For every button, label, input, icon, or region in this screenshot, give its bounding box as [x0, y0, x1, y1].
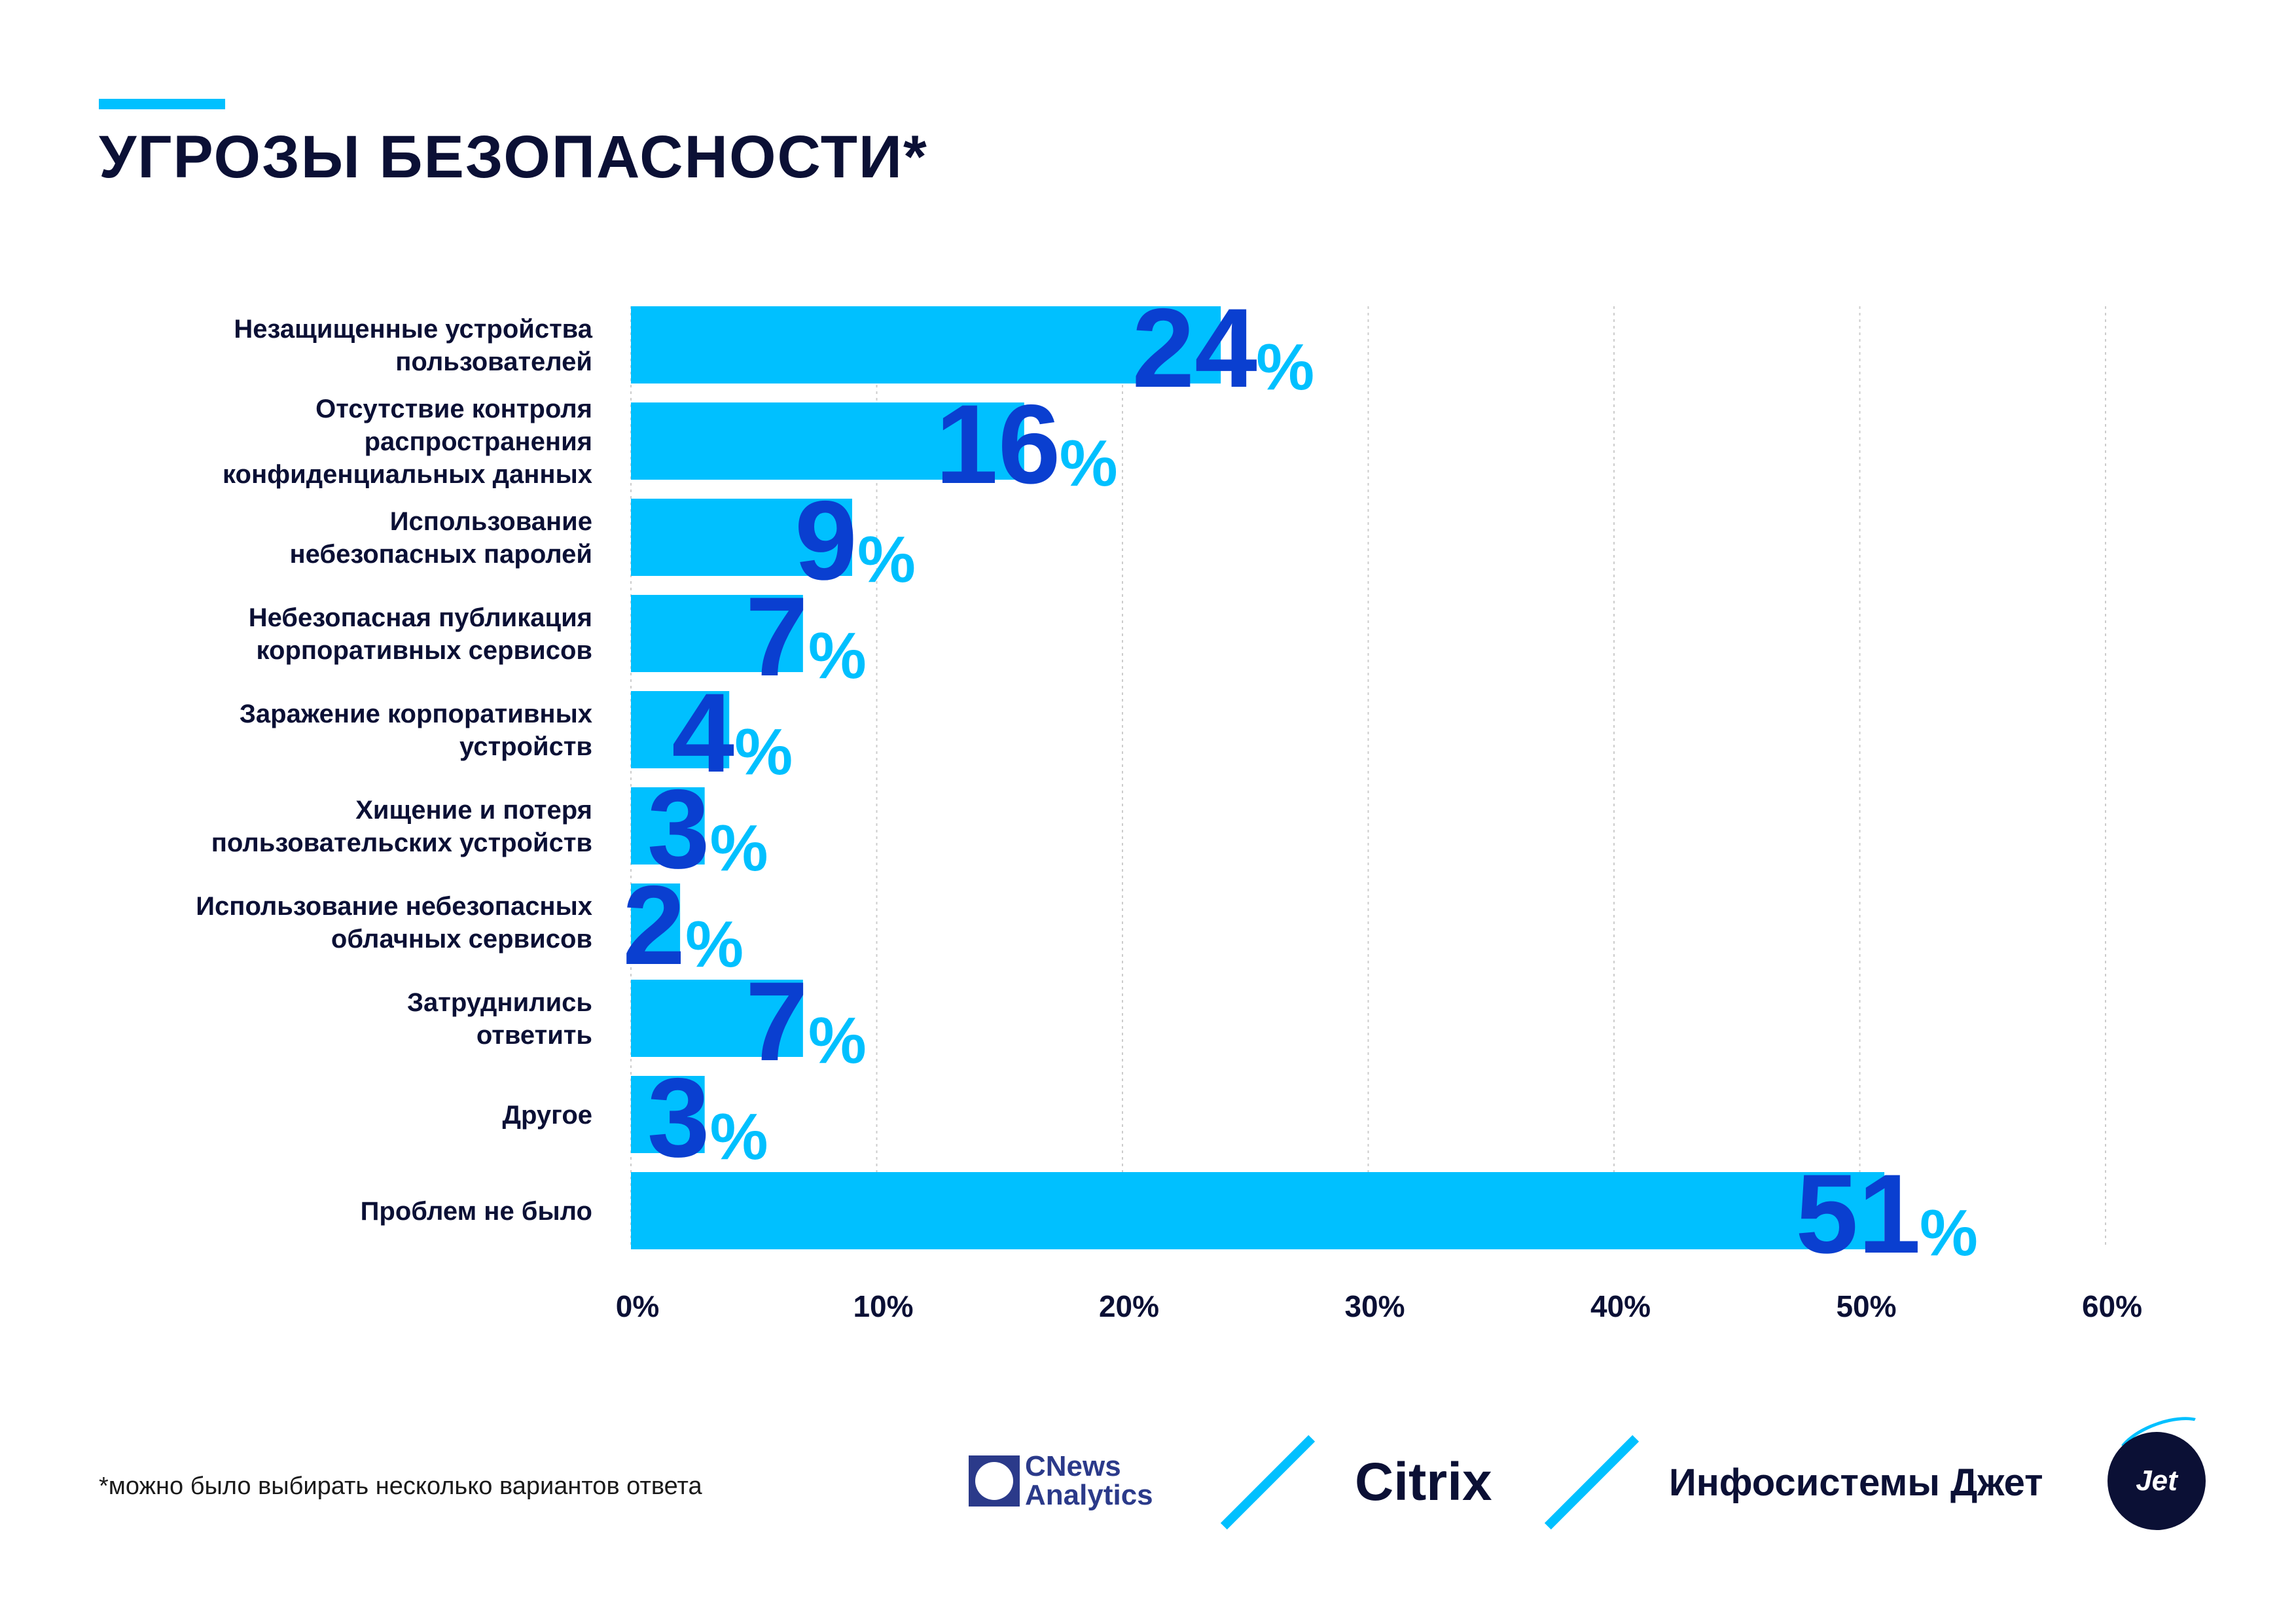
- percent-sign: %: [1060, 427, 1118, 500]
- page-title: УГРОЗЫ БЕЗОПАСНОСТИ*: [99, 124, 928, 190]
- category-label: Небезопасная публикация корпоративных сер…: [249, 603, 592, 665]
- percent-sign: %: [685, 908, 744, 981]
- bar: [631, 691, 730, 768]
- x-tick-labels-layer: 0% 10% 20% 30% 40% 50% 60%: [616, 1289, 2142, 1323]
- cnews-logo-text: CNews Analytics: [1025, 1452, 1153, 1510]
- value-labels-layer: 24%16%9 %7 %4 %3 %2 %7 %3 %51%: [622, 285, 1978, 1277]
- percent-sign: %: [1256, 330, 1314, 404]
- value-label: 7: [745, 959, 808, 1084]
- bar: [631, 306, 1221, 383]
- percent-sign: %: [857, 523, 916, 596]
- x-tick-label: 20%: [1099, 1289, 1159, 1323]
- bar: [631, 980, 803, 1057]
- divider-slash-icon: [1220, 1435, 1316, 1530]
- category-label: Отсутствие контроля распространения конфид…: [223, 395, 592, 489]
- x-tick-label: 40%: [1590, 1289, 1651, 1323]
- category-labels-layer: Незащищенные устройства пользователей Отсу…: [196, 315, 592, 1226]
- value-label: 4: [672, 670, 734, 796]
- bar: [631, 1172, 1885, 1249]
- title-accent-bar: [99, 99, 225, 109]
- bar: [631, 1076, 705, 1153]
- cnews-logo-icon: [969, 1455, 1020, 1507]
- bar-chart: Незащищенные устройства пользователей Отсу…: [196, 285, 2142, 1323]
- category-label: Использование небезопасных паролей: [290, 507, 592, 569]
- percent-sign: %: [710, 812, 768, 885]
- category-label: Затруднились ответить: [407, 988, 592, 1050]
- infosystems-jet-logo-text: Инфосистемы Джет: [1669, 1461, 2043, 1504]
- value-label: 9: [795, 478, 857, 603]
- x-tick-label: 0%: [616, 1289, 659, 1323]
- percent-sign: %: [808, 619, 867, 692]
- percent-sign: %: [734, 715, 793, 789]
- percent-sign: %: [1920, 1196, 1978, 1270]
- x-tick-label: 10%: [853, 1289, 913, 1323]
- bar: [631, 499, 852, 576]
- category-label: Незащищенные устройства пользователей: [234, 315, 592, 376]
- value-label: 24: [1132, 285, 1257, 411]
- bar: [631, 883, 681, 961]
- x-tick-label: 60%: [2082, 1289, 2142, 1323]
- value-label: 3: [647, 766, 710, 892]
- value-label: 16: [935, 382, 1060, 507]
- footnote: *можно было выбирать несколько вариантов…: [99, 1472, 702, 1500]
- category-label: Проблем не было: [361, 1197, 592, 1226]
- x-tick-label: 50%: [1836, 1289, 1896, 1323]
- citrix-logo: Citrix: [1355, 1452, 1492, 1512]
- percent-sign: %: [710, 1100, 768, 1173]
- jet-logo-badge: Jet: [2108, 1432, 2206, 1530]
- bar: [631, 402, 1024, 480]
- bar: [631, 595, 803, 672]
- bar: [631, 787, 705, 865]
- value-label: 7: [745, 574, 808, 700]
- bars-layer: [631, 306, 1885, 1249]
- x-tick-label: 30%: [1344, 1289, 1405, 1323]
- category-label: Другое: [503, 1101, 592, 1130]
- percent-sign: %: [808, 1004, 867, 1077]
- category-label: Хищение и потеря пользовательских устройс…: [211, 796, 592, 857]
- category-label: Использование небезопасных облачных серви…: [196, 892, 592, 954]
- category-label: Заражение корпоративных устройств: [240, 700, 592, 761]
- value-label: 3: [647, 1055, 710, 1181]
- cnews-analytics-logo: CNews Analytics: [969, 1452, 1153, 1510]
- cnews-logo-line2: Analytics: [1025, 1479, 1153, 1511]
- cnews-logo-line1: CNews: [1025, 1450, 1121, 1482]
- divider-slash-icon: [1544, 1435, 1640, 1530]
- value-label: 2: [622, 863, 685, 988]
- value-label: 51: [1795, 1151, 1920, 1277]
